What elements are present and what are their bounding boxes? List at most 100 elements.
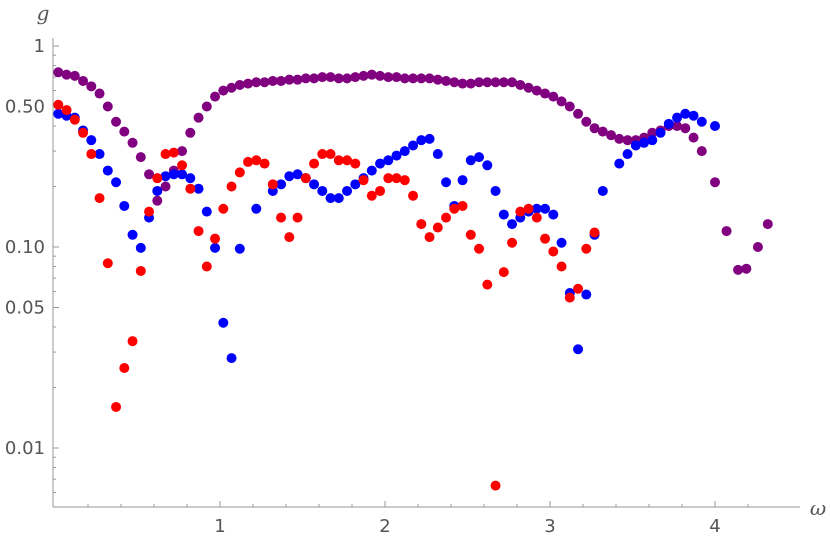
data-point-series-3 (300, 173, 311, 184)
data-point-series-1 (69, 70, 80, 81)
data-point-series-3 (210, 233, 221, 244)
data-point-series-1 (309, 73, 320, 84)
data-point-series-1 (61, 69, 72, 80)
data-point-series-2 (548, 209, 559, 220)
data-point-series-3 (498, 267, 509, 278)
data-point-series-2 (292, 169, 303, 180)
data-point-series-1 (251, 77, 262, 88)
data-point-series-2 (630, 140, 641, 151)
data-point-series-1 (111, 116, 122, 127)
data-point-series-2 (507, 219, 518, 230)
data-point-series-3 (251, 155, 262, 166)
x-tick-label: 2 (379, 516, 390, 537)
data-point-series-1 (762, 219, 773, 230)
data-point-series-2 (193, 183, 204, 194)
data-point-series-1 (201, 101, 212, 112)
data-point-series-2 (597, 185, 608, 196)
data-point-series-3 (218, 203, 229, 214)
data-point-series-1 (680, 123, 691, 134)
y-tick-label: 0.10 (5, 237, 45, 258)
data-point-series-3 (160, 149, 171, 160)
data-point-series-2 (416, 135, 427, 146)
data-point-series-2 (391, 150, 402, 161)
data-point-series-2 (441, 177, 452, 188)
y-tick-label: 0.01 (5, 438, 45, 459)
data-point-series-1 (710, 177, 720, 188)
data-point-series-2 (424, 133, 435, 144)
data-point-series-1 (333, 73, 344, 84)
data-point-series-1 (325, 72, 336, 83)
data-point-series-2 (383, 155, 394, 166)
data-point-series-3 (144, 206, 155, 217)
data-points (53, 67, 773, 491)
data-point-series-1 (540, 88, 551, 99)
data-point-series-2 (375, 158, 386, 169)
data-point-series-3 (86, 149, 97, 160)
data-point-series-3 (201, 261, 212, 272)
data-point-series-2 (284, 171, 295, 182)
data-point-series-2 (696, 116, 707, 127)
data-point-series-2 (465, 155, 476, 166)
data-point-series-1 (267, 75, 278, 86)
data-point-series-3 (424, 232, 435, 243)
data-point-series-1 (490, 77, 501, 88)
data-point-series-1 (350, 72, 361, 83)
data-point-series-3 (267, 179, 278, 190)
data-point-series-2 (399, 146, 410, 157)
data-point-series-1 (160, 181, 171, 192)
data-point-series-2 (226, 353, 237, 364)
data-point-series-1 (523, 82, 534, 93)
data-point-series-2 (177, 169, 188, 180)
data-point-series-1 (94, 88, 105, 99)
data-point-series-3 (78, 127, 89, 138)
data-point-series-1 (218, 85, 229, 96)
data-point-series-2 (688, 110, 699, 121)
data-point-series-3 (292, 212, 303, 223)
data-point-series-3 (333, 155, 344, 166)
data-point-series-3 (375, 185, 386, 196)
data-point-series-3 (408, 190, 419, 201)
data-point-series-1 (507, 77, 518, 88)
data-point-series-3 (391, 173, 402, 184)
data-point-series-1 (259, 77, 270, 88)
x-tick-label: 3 (544, 516, 555, 537)
data-point-series-2 (317, 185, 328, 196)
x-axis-label: ω (810, 496, 826, 520)
data-point-series-1 (177, 146, 188, 157)
data-point-series-2 (581, 289, 592, 300)
data-point-series-3 (193, 226, 204, 237)
data-point-series-1 (581, 116, 592, 127)
data-point-series-2 (474, 152, 485, 163)
data-point-series-2 (111, 177, 122, 188)
data-point-series-3 (102, 258, 113, 269)
data-point-series-2 (647, 135, 658, 146)
data-point-series-3 (383, 173, 394, 184)
data-point-series-3 (581, 243, 592, 254)
data-point-series-3 (53, 99, 64, 110)
data-point-series-3 (317, 149, 328, 160)
data-point-series-2 (498, 209, 509, 220)
data-point-series-1 (696, 146, 707, 157)
data-point-series-3 (127, 336, 138, 347)
data-point-series-2 (342, 185, 353, 196)
data-point-series-2 (210, 242, 221, 253)
data-point-series-2 (160, 171, 171, 182)
data-point-series-2 (276, 179, 287, 190)
data-point-series-1 (243, 78, 254, 89)
data-point-series-1 (416, 73, 427, 84)
data-point-series-3 (432, 222, 443, 233)
data-point-series-1 (531, 85, 542, 96)
data-point-series-1 (127, 137, 138, 148)
data-point-series-1 (391, 72, 402, 83)
data-point-series-2 (135, 242, 146, 253)
data-point-series-2 (94, 149, 105, 160)
data-point-series-2 (119, 200, 130, 211)
data-point-series-2 (408, 140, 419, 151)
data-point-series-1 (482, 77, 493, 88)
data-point-series-3 (457, 200, 468, 211)
data-point-series-1 (53, 67, 64, 78)
data-point-series-3 (243, 156, 254, 167)
data-point-series-3 (325, 149, 336, 160)
axis-ticks: 1 2 3 4 0.01 0.05 0.10 0.50 1 (5, 36, 749, 537)
data-point-series-1 (408, 73, 419, 84)
